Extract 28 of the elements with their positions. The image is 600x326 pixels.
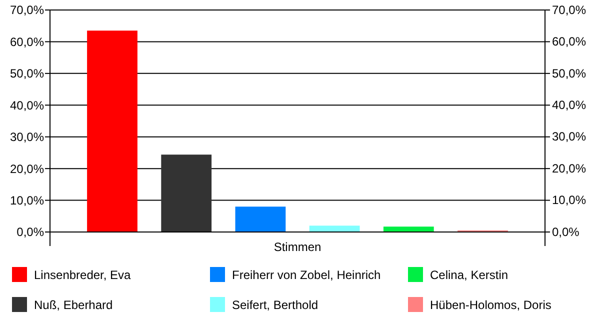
text: 20,0%	[552, 161, 586, 176]
y-tick-label: 30,0%	[10, 130, 44, 144]
bar	[309, 226, 360, 232]
bar	[235, 206, 286, 232]
bar	[161, 154, 212, 232]
y-tick-label: 10,0%	[10, 193, 44, 208]
text: 0,0%	[552, 224, 580, 239]
y-tick-label: 0,0%	[16, 225, 44, 240]
text: 60,0%	[552, 34, 586, 49]
y-tick-label: 20,0%	[10, 162, 44, 176]
text: 10,0%	[552, 193, 586, 208]
y-tick-label: 70,0%	[10, 3, 44, 18]
bar	[383, 226, 434, 232]
legend-label: Seifert, Berthold	[232, 298, 318, 312]
y-tick-label: 40,0%	[10, 98, 44, 112]
text: 30,0%	[552, 130, 586, 144]
legend-label: Nuß, Eberhard	[34, 298, 113, 312]
legend-label: Linsenbreder, Eva	[34, 268, 132, 282]
legend-label: Celina, Kerstin	[430, 268, 508, 282]
bar	[87, 30, 138, 232]
legend-label: Hüben-Holomos, Doris	[430, 298, 552, 312]
legend-label: Freiherr von Zobel, Heinrich	[232, 268, 381, 282]
text: 50,0%	[552, 66, 586, 80]
y-tick-label: 60,0%	[10, 34, 44, 49]
text: 70,0%	[552, 2, 586, 17]
text: 40,0%	[552, 98, 586, 112]
y-tick-label: 50,0%	[10, 66, 44, 81]
x-tick-label: Stimmen	[274, 240, 322, 254]
